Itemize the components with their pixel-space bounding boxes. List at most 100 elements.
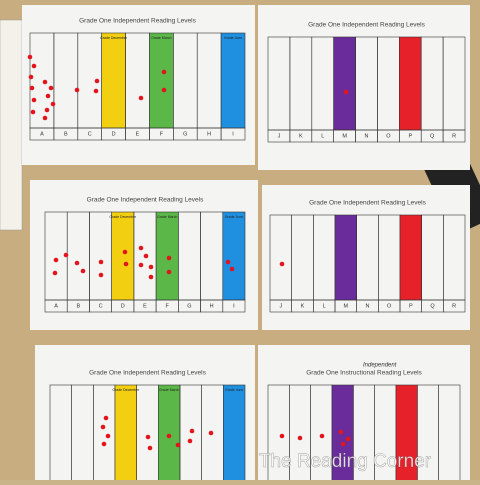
sticker-dot — [161, 87, 167, 93]
sticker-dot — [138, 245, 144, 251]
sticker-dot — [340, 441, 346, 447]
sticker-dot — [42, 115, 48, 121]
sticker-dot — [279, 433, 285, 439]
column-letter: M — [342, 133, 347, 139]
panel-title: Grade One Independent Reading Levels — [87, 197, 204, 204]
sticker-dot — [122, 249, 128, 255]
column-letter: Q — [430, 303, 435, 309]
column — [223, 384, 246, 485]
sticker-dot — [166, 255, 172, 261]
handwritten-annotation: Independent — [363, 363, 397, 369]
column-letter: R — [452, 303, 456, 309]
sticker-dot — [145, 434, 151, 440]
column-letter: J — [279, 303, 282, 309]
column-letter: R — [452, 133, 456, 139]
column — [220, 32, 246, 129]
column-letter: G — [187, 303, 191, 309]
sticker-dot — [148, 264, 154, 270]
sticker-dot — [187, 438, 193, 444]
column-letter: F — [166, 303, 170, 309]
panel-title: Grade One Independent Reading Levels — [308, 22, 425, 29]
sticker-dot — [147, 445, 153, 451]
column — [399, 36, 422, 131]
column-letter: L — [321, 133, 324, 139]
sticker-dot — [279, 261, 285, 267]
sticker-dot — [105, 433, 111, 439]
sticker-dot — [208, 430, 214, 436]
watermark: The Reading Corner — [259, 451, 432, 472]
sticker-dot — [161, 69, 167, 75]
sticker-dot — [80, 268, 86, 274]
column-header: Grade June — [225, 388, 243, 392]
column-header: Grade June — [225, 215, 243, 219]
letter-cell — [220, 127, 246, 141]
sticker-dot — [29, 85, 35, 91]
column-letter: Q — [430, 133, 435, 139]
sticker-dot — [166, 433, 172, 439]
column-letter: G — [183, 131, 187, 137]
column — [158, 384, 181, 485]
sticker-dot — [148, 274, 154, 280]
sticker-dot — [103, 415, 109, 421]
sticker-dot — [143, 253, 149, 259]
column-letter: A — [40, 131, 44, 137]
column-letter: P — [408, 133, 412, 139]
column-letter: B — [64, 131, 68, 137]
sticker-dot — [74, 260, 80, 266]
column-header: Grade December — [112, 388, 140, 392]
column-header: Grade December — [100, 36, 128, 40]
letter-cell — [442, 129, 466, 143]
column-letter: I — [233, 303, 235, 309]
column-letter: O — [387, 303, 392, 309]
column — [334, 214, 357, 301]
sticker-dot — [98, 272, 104, 278]
column-letter: P — [409, 303, 413, 309]
sticker-dot — [30, 109, 36, 115]
column-letter: D — [112, 131, 116, 137]
column-letter: E — [143, 303, 147, 309]
sticker-dot — [101, 441, 107, 447]
column-letter: M — [344, 303, 349, 309]
column-letter: I — [232, 131, 234, 137]
paper — [262, 185, 470, 330]
sticker-dot — [31, 97, 37, 103]
sticker-dot — [53, 257, 59, 263]
column — [222, 211, 246, 301]
column — [438, 384, 461, 485]
sticker-dot — [94, 78, 100, 84]
panel-title: Grade One Independent Reading Levels — [89, 370, 206, 377]
paper — [35, 345, 255, 485]
sticker-dot — [338, 429, 344, 435]
column-letter: F — [160, 131, 164, 137]
sticker-dot — [48, 85, 54, 91]
column-letter: N — [365, 133, 369, 139]
column — [155, 211, 179, 301]
column-header: Grade March — [159, 388, 179, 392]
column-letter: H — [207, 131, 211, 137]
column-letter: K — [301, 303, 305, 309]
sticker-dot — [52, 270, 58, 276]
column-letter: N — [366, 303, 370, 309]
column-letter: B — [76, 303, 80, 309]
letter-cell — [222, 299, 246, 313]
column-letter: D — [121, 303, 125, 309]
column-letter: C — [88, 131, 92, 137]
panel-title: Grade One Instructional Reading Levels — [306, 370, 422, 377]
sticker-dot — [100, 424, 106, 430]
column-letter: J — [278, 133, 281, 139]
sticker-dot — [297, 435, 303, 441]
sticker-dot — [343, 89, 349, 95]
sticker-dot — [229, 266, 235, 272]
column-letter: H — [210, 303, 214, 309]
sticker-dot — [63, 252, 69, 258]
paper — [258, 5, 470, 170]
sticker-dot — [45, 93, 51, 99]
column-header: Grade June — [224, 36, 242, 40]
column — [399, 214, 422, 301]
sticker-dot — [189, 428, 195, 434]
sticker-dot — [27, 54, 33, 60]
column — [111, 211, 135, 301]
paper — [258, 345, 470, 485]
